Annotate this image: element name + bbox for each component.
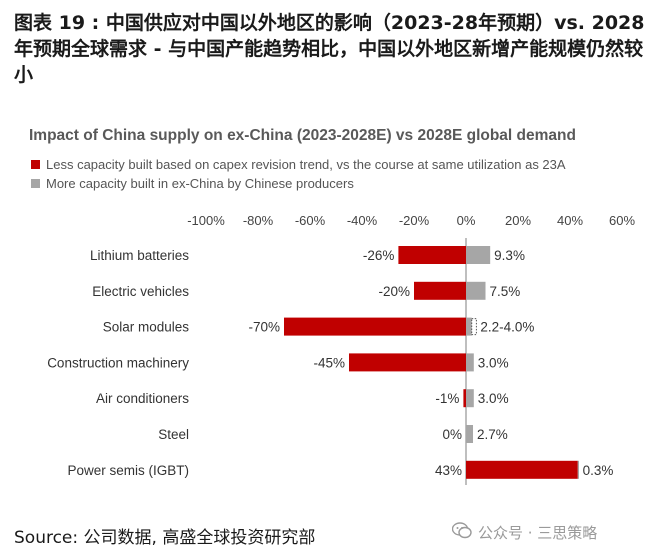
- data-label-less-capacity: 43%: [435, 463, 462, 478]
- bar-less-capacity: [463, 389, 466, 408]
- category-label: Electric vehicles: [92, 284, 189, 299]
- data-label-more-capacity: 7.5%: [490, 284, 521, 299]
- category-label: Steel: [158, 427, 189, 442]
- bar-more-capacity: [466, 425, 474, 443]
- bar-more-capacity: [466, 246, 491, 264]
- watermark-text: 公众号 · 三思策略: [478, 524, 598, 542]
- x-tick-label: 20%: [505, 213, 531, 228]
- category-label: Construction machinery: [47, 355, 189, 370]
- source-note: Source: 公司数据, 高盛全球投资研究部: [14, 528, 316, 548]
- bar-less-capacity: [414, 281, 466, 300]
- bar-less-capacity: [398, 246, 466, 264]
- x-tick-label: -80%: [243, 213, 274, 228]
- data-label-more-capacity: 2.7%: [477, 427, 508, 442]
- data-label-more-capacity: 3.0%: [478, 355, 509, 370]
- x-tick-label: 0%: [457, 213, 476, 228]
- data-label-less-capacity: -45%: [313, 355, 345, 370]
- x-tick-label: 60%: [609, 213, 635, 228]
- data-label-less-capacity: -20%: [378, 284, 410, 299]
- chart-title: Impact of China supply on ex-China (2023…: [29, 127, 576, 144]
- legend-label-series-1: Less capacity built based on capex revis…: [46, 157, 566, 172]
- bar-more-capacity: [466, 317, 472, 336]
- bar-more-capacity-range: [471, 318, 477, 336]
- category-label: Solar modules: [103, 320, 190, 335]
- data-label-less-capacity: -26%: [363, 248, 395, 263]
- category-label: Lithium batteries: [90, 248, 189, 263]
- chart-legend: Less capacity built based on capex revis…: [31, 155, 566, 193]
- wechat-icon: [451, 522, 472, 543]
- legend-swatch-grey: [31, 179, 40, 188]
- legend-label-series-2: More capacity built in ex-China by Chine…: [46, 176, 354, 191]
- bar-more-capacity: [577, 460, 579, 479]
- x-tick-label: 40%: [557, 213, 583, 228]
- bar-more-capacity: [466, 353, 474, 372]
- data-label-more-capacity: 2.2-4.0%: [480, 320, 534, 335]
- watermark: 公众号 · 三思策略: [451, 522, 598, 543]
- data-label-less-capacity: -70%: [248, 320, 280, 335]
- legend-item-series-1: Less capacity built based on capex revis…: [31, 155, 566, 174]
- category-label: Air conditioners: [96, 391, 189, 406]
- bar-more-capacity: [466, 389, 474, 408]
- bar-less-capacity: [349, 353, 466, 372]
- bar-more-capacity: [466, 281, 486, 300]
- bar-less-capacity: [284, 317, 466, 336]
- x-tick-label: -40%: [347, 213, 378, 228]
- data-label-more-capacity: 3.0%: [478, 391, 509, 406]
- figure-heading: 图表 19 : 中国供应对中国以外地区的影响（2023-28年预期）vs. 20…: [14, 12, 645, 86]
- x-tick-label: -100%: [187, 213, 225, 228]
- x-tick-label: -60%: [295, 213, 326, 228]
- bar-less-capacity: [466, 460, 578, 479]
- data-label-less-capacity: 0%: [442, 427, 462, 442]
- x-tick-label: -20%: [399, 213, 430, 228]
- data-label-more-capacity: 9.3%: [494, 248, 525, 263]
- legend-item-series-2: More capacity built in ex-China by Chine…: [31, 174, 566, 193]
- data-label-less-capacity: -1%: [435, 391, 459, 406]
- legend-swatch-red: [31, 160, 40, 169]
- category-label: Power semis (IGBT): [67, 463, 189, 478]
- data-label-more-capacity: 0.3%: [583, 463, 614, 478]
